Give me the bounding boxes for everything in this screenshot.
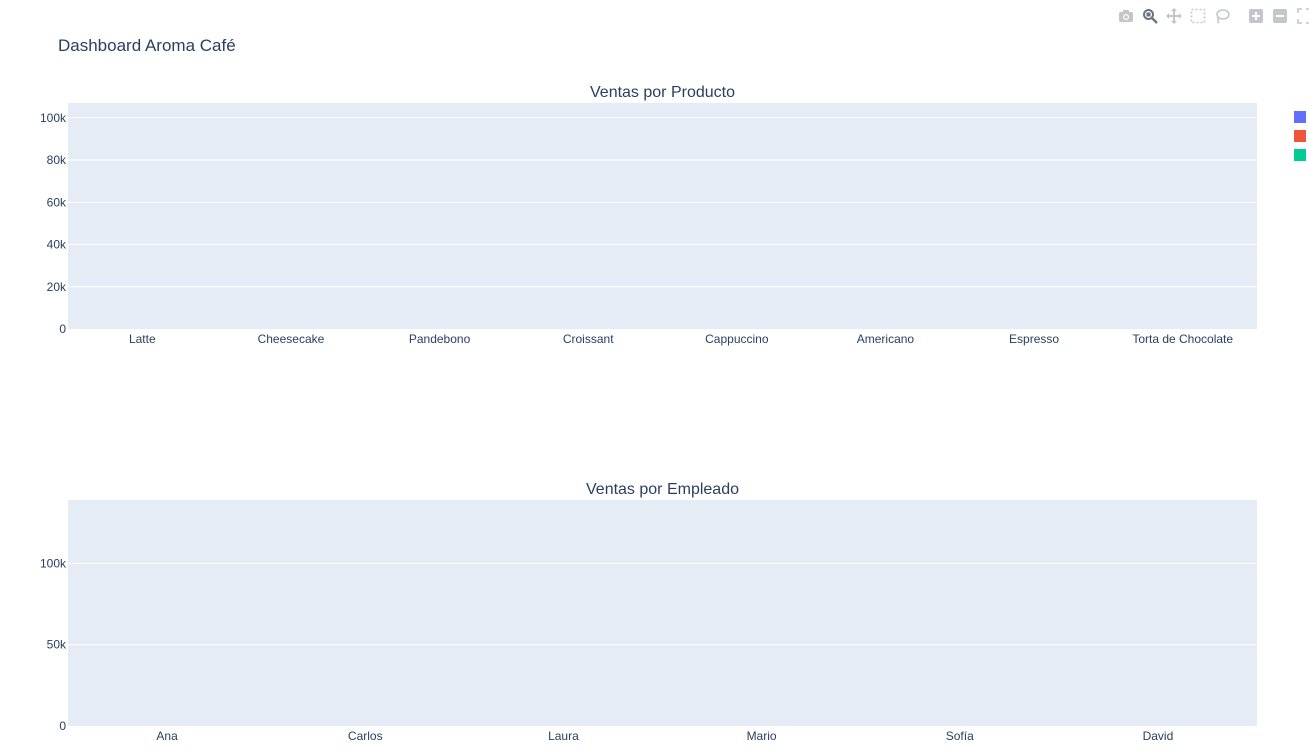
- legend-swatch[interactable]: [1294, 149, 1306, 161]
- y-tick-label: 50k: [47, 638, 67, 652]
- x-tick-label: Latte: [129, 332, 156, 346]
- pan-icon[interactable]: [1165, 7, 1183, 25]
- legend-swatch[interactable]: [1294, 130, 1306, 142]
- plot-background: [68, 103, 1257, 329]
- lasso-select-icon[interactable]: [1213, 7, 1231, 25]
- plot-background: [68, 500, 1257, 726]
- x-tick-label: Espresso: [1009, 332, 1059, 346]
- x-tick-label: Croissant: [563, 332, 614, 346]
- y-tick-label: 80k: [47, 153, 67, 167]
- x-tick-label: Americano: [857, 332, 915, 346]
- autoscale-icon[interactable]: [1295, 7, 1309, 25]
- zoom-out-icon[interactable]: [1271, 7, 1289, 25]
- x-tick-label: Cappuccino: [705, 332, 769, 346]
- camera-icon[interactable]: [1117, 7, 1135, 25]
- y-tick-label: 0: [59, 322, 66, 336]
- y-tick-label: 40k: [47, 238, 67, 252]
- x-tick-label: Laura: [548, 729, 579, 743]
- x-tick-label: Torta de Chocolate: [1132, 332, 1233, 346]
- chart-title: Ventas por Empleado: [586, 481, 739, 498]
- legend-swatch[interactable]: [1294, 111, 1306, 123]
- dashboard-title: Dashboard Aroma Café: [58, 36, 236, 55]
- x-tick-label: Ana: [156, 729, 178, 743]
- y-tick-label: 20k: [47, 280, 67, 294]
- modebar: [1117, 7, 1309, 25]
- x-tick-label: Carlos: [348, 729, 383, 743]
- y-tick-label: 100k: [40, 111, 67, 125]
- box-select-icon[interactable]: [1189, 7, 1207, 25]
- zoom-in-icon[interactable]: [1247, 7, 1265, 25]
- y-tick-label: 100k: [40, 556, 67, 570]
- y-tick-label: 60k: [47, 195, 67, 209]
- x-tick-label: Pandebono: [409, 332, 471, 346]
- y-tick-label: 0: [59, 719, 66, 733]
- x-tick-label: Mario: [747, 729, 777, 743]
- x-tick-label: David: [1143, 729, 1174, 743]
- x-tick-label: Cheesecake: [258, 332, 325, 346]
- legend: [1294, 111, 1306, 168]
- x-tick-label: Sofía: [946, 729, 974, 743]
- chart-title: Ventas por Producto: [590, 84, 735, 101]
- zoom-icon[interactable]: [1141, 7, 1159, 25]
